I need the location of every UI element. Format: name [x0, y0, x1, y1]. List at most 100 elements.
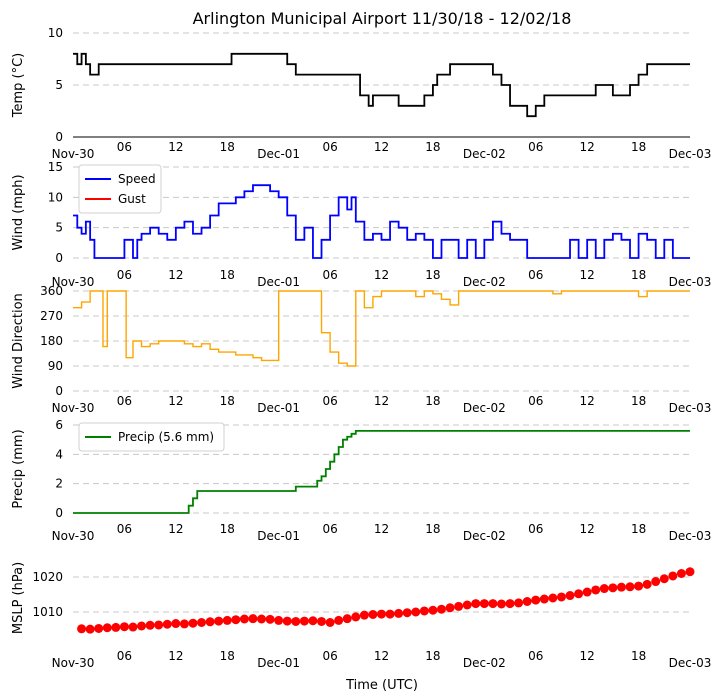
wind-direction-panel: 0 90 180 270 360 Wind Direction Nov-30 06 12 18 De… — [11, 284, 711, 415]
mslp-xtick-label: 06 — [117, 649, 132, 663]
temp-xtick-label: Dec-03 — [669, 147, 712, 161]
mslp-ytick-label: 1020 — [32, 570, 63, 584]
mslp-point — [248, 614, 258, 624]
mslp-point — [436, 604, 446, 614]
temp-xtick-label: 06 — [117, 140, 132, 154]
mslp-point — [222, 615, 232, 625]
mslp-point — [539, 594, 549, 604]
precip-xtick-label: Dec-01 — [257, 529, 300, 543]
temp-xtick-label: 18 — [220, 140, 235, 154]
wind-speed-ytick-label: 5 — [55, 221, 63, 235]
wind-direction-series-line — [73, 290, 690, 367]
wind-direction-y-axis-label: Wind Direction — [11, 293, 26, 389]
temp-xtick-label: 12 — [374, 140, 389, 154]
chart-title: Arlington Municipal Airport 11/30/18 - 1… — [193, 9, 572, 28]
mslp-point — [651, 577, 661, 587]
temp-xtick-label: 12 — [580, 140, 595, 154]
mslp-xtick-label: 06 — [322, 649, 337, 663]
wind-direction-xtick-label: 06 — [117, 394, 132, 408]
mslp-point — [77, 624, 87, 634]
precip-xtick-label: Dec-02 — [463, 529, 506, 543]
precip-xtick-label: 06 — [528, 522, 543, 536]
mslp-point — [342, 614, 352, 624]
mslp-xtick-label: 18 — [425, 649, 440, 663]
wind-direction-xtick-label: 12 — [374, 394, 389, 408]
wind-direction-ytick-label: 180 — [40, 334, 63, 348]
mslp-point — [282, 616, 292, 626]
mslp-point — [522, 597, 532, 606]
mslp-point — [471, 599, 481, 609]
mslp-point — [257, 614, 267, 624]
mslp-point — [197, 618, 207, 627]
mslp-point — [454, 601, 464, 611]
mslp-point — [179, 619, 189, 629]
precip-xtick-label: 18 — [425, 522, 440, 536]
wind-speed-xtick-label: 18 — [425, 268, 440, 282]
mslp-point — [188, 618, 198, 628]
mslp-point — [162, 619, 172, 629]
mslp-point — [548, 593, 558, 603]
precip-legend-label: Precip (5.6 mm) — [118, 430, 214, 444]
wind-direction-xtick-label: Dec-02 — [463, 401, 506, 415]
mslp-point — [608, 583, 618, 593]
mslp-point — [205, 617, 215, 627]
mslp-xtick-label: Dec-03 — [669, 656, 712, 670]
mslp-xtick-label: 06 — [528, 649, 543, 663]
mslp-point — [128, 622, 138, 632]
mslp-point — [231, 615, 241, 625]
wind-direction-ytick-label: 270 — [40, 309, 63, 323]
mslp-point — [496, 599, 506, 609]
temp-xtick-label: 18 — [425, 140, 440, 154]
mslp-point — [137, 621, 147, 631]
mslp-point — [488, 599, 498, 609]
temp-xtick-label: 12 — [168, 140, 183, 154]
precip-xtick-label: 06 — [322, 522, 337, 536]
mslp-point — [334, 615, 344, 625]
wind-speed-xtick-label: 12 — [374, 268, 389, 282]
wind-speed-legend-label: Gust — [118, 192, 146, 206]
wind-direction-xtick-label: 12 — [580, 394, 595, 408]
wind-direction-xtick-label: Dec-01 — [257, 401, 300, 415]
precip-ytick-label: 4 — [55, 447, 63, 461]
mslp-xtick-label: 12 — [580, 649, 595, 663]
temp-xtick-label: Dec-02 — [463, 147, 506, 161]
precip-ytick-label: 0 — [55, 506, 63, 520]
wind-speed-legend-label: Speed — [118, 172, 156, 186]
temp-y-axis-label: Temp (°C) — [11, 53, 26, 119]
wind-speed-panel: 0 5 10 15 Wind (mph) Nov-30 06 12 18 Dec-01 06 12 18… — [11, 160, 711, 289]
mslp-point — [642, 579, 652, 589]
wind-speed-xtick-label: 18 — [631, 268, 646, 282]
wind-speed-ytick-label: 15 — [48, 160, 63, 174]
mslp-point — [419, 606, 429, 616]
wind-direction-xtick-label: 18 — [425, 394, 440, 408]
mslp-point — [462, 600, 472, 610]
mslp-xtick-label: Dec-02 — [463, 656, 506, 670]
mslp-point — [119, 622, 129, 632]
wind-speed-xtick-label: 18 — [220, 268, 235, 282]
precip-xtick-label: Nov-30 — [52, 529, 95, 543]
wind-speed-xtick-label: 12 — [580, 268, 595, 282]
mslp-ytick-label: 1010 — [32, 605, 63, 619]
mslp-point — [514, 598, 524, 608]
wind-speed-legend — [78, 164, 162, 214]
mslp-point — [565, 591, 575, 601]
mslp-point — [479, 599, 489, 609]
temp-series-line — [73, 52, 690, 118]
mslp-point — [556, 592, 566, 602]
mslp-point — [377, 609, 386, 619]
mslp-point — [505, 599, 515, 609]
mslp-point — [239, 614, 249, 624]
temp-xtick-label: 06 — [322, 140, 337, 154]
precip-series-line — [73, 429, 690, 514]
mslp-point — [616, 582, 626, 592]
temp-ytick-label: 10 — [48, 26, 63, 40]
mslp-point — [299, 616, 309, 626]
mslp-xtick-label: 18 — [220, 649, 235, 663]
precip-xtick-label: 18 — [220, 522, 235, 536]
mslp-xtick-label: Dec-01 — [257, 656, 300, 670]
precip-panel: 0 2 4 6 Precip (mm) Nov-30 06 12 18 Dec-01 06 12 18 D… — [11, 418, 711, 543]
precip-y-axis-label: Precip (mm) — [11, 429, 26, 508]
wind-speed-xtick-label: Dec-02 — [463, 275, 506, 289]
mslp-point — [317, 616, 327, 626]
mslp-point — [582, 587, 592, 597]
